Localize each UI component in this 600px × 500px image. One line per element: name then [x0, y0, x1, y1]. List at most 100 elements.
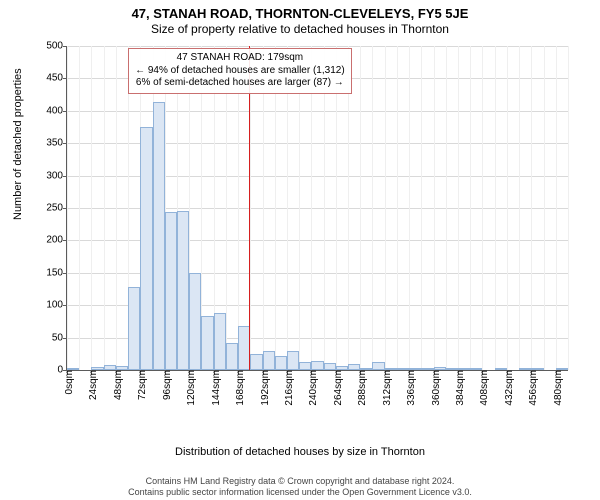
gridline-v [311, 46, 312, 370]
histogram-bar [434, 367, 446, 370]
y-tick-label: 100 [46, 300, 67, 311]
plot-area: 0501001502002503003504004505000sqm24sqm4… [66, 46, 568, 371]
histogram-bar [91, 367, 103, 370]
histogram-bar [214, 313, 226, 370]
reference-line [249, 46, 250, 370]
histogram-bar [421, 368, 433, 370]
y-tick-label: 300 [46, 170, 67, 181]
histogram-bar [275, 356, 287, 370]
chart-subtitle: Size of property relative to detached ho… [0, 22, 600, 36]
gridline-v [104, 46, 105, 370]
gridline-v [482, 46, 483, 370]
histogram-bar [519, 368, 531, 370]
gridline-h [67, 46, 568, 47]
annotation-box: 47 STANAH ROAD: 179sqm ← 94% of detached… [128, 48, 352, 94]
histogram-bar [153, 102, 165, 370]
gridline-v [287, 46, 288, 370]
x-tick-label: 288sqm [352, 370, 368, 406]
x-tick-label: 24sqm [83, 370, 99, 400]
gridline-v [446, 46, 447, 370]
gridline-v [421, 46, 422, 370]
x-tick-label: 456sqm [523, 370, 539, 406]
histogram-bar [336, 366, 348, 370]
gridline-v [495, 46, 496, 370]
x-tick-label: 96sqm [157, 370, 173, 400]
x-tick-label: 120sqm [181, 370, 197, 406]
gridline-v [458, 46, 459, 370]
y-tick-label: 500 [46, 41, 67, 52]
histogram-bar [531, 368, 543, 370]
gridline-v [385, 46, 386, 370]
x-tick-label: 384sqm [450, 370, 466, 406]
gridline-v [226, 46, 227, 370]
y-tick-label: 450 [46, 73, 67, 84]
gridline-h [67, 111, 568, 112]
gridline-v [250, 46, 251, 370]
histogram-bar [324, 363, 336, 370]
y-axis-label: Number of detached properties [12, 68, 24, 220]
histogram-bar [140, 127, 152, 370]
y-tick-label: 350 [46, 138, 67, 149]
histogram-bar [470, 368, 482, 370]
footer-attribution: Contains HM Land Registry data © Crown c… [0, 476, 600, 498]
histogram-bar [385, 368, 397, 370]
histogram-bar [250, 354, 262, 370]
gridline-v [556, 46, 557, 370]
gridline-v [409, 46, 410, 370]
x-tick-label: 312sqm [377, 370, 393, 406]
histogram-bar [287, 351, 299, 370]
histogram-bar [495, 368, 507, 370]
gridline-v [324, 46, 325, 370]
x-tick-label: 336sqm [401, 370, 417, 406]
histogram-bar [177, 211, 189, 370]
gridline-v [507, 46, 508, 370]
x-tick-label: 480sqm [548, 370, 564, 406]
y-tick-label: 400 [46, 105, 67, 116]
histogram-bar [226, 343, 238, 370]
gridline-v [116, 46, 117, 370]
gridline-v [568, 46, 569, 370]
x-tick-label: 72sqm [132, 370, 148, 400]
gridline-v [544, 46, 545, 370]
gridline-v [79, 46, 80, 370]
histogram-bar [348, 364, 360, 370]
y-tick-label: 250 [46, 203, 67, 214]
gridline-v [397, 46, 398, 370]
x-tick-label: 240sqm [303, 370, 319, 406]
footer-line-1: Contains HM Land Registry data © Crown c… [146, 476, 455, 486]
histogram-bar [311, 361, 323, 370]
histogram-bar [104, 365, 116, 370]
histogram-bar [409, 368, 421, 370]
histogram-bar [372, 362, 384, 370]
x-axis-label: Distribution of detached houses by size … [20, 446, 580, 458]
annotation-line-3: 6% of semi-detached houses are larger (8… [136, 77, 344, 88]
x-tick-label: 192sqm [255, 370, 271, 406]
y-tick-label: 50 [52, 332, 67, 343]
x-tick-label: 360sqm [426, 370, 442, 406]
gridline-v [263, 46, 264, 370]
x-tick-label: 432sqm [499, 370, 515, 406]
histogram-bar [458, 368, 470, 370]
x-tick-label: 168sqm [230, 370, 246, 406]
chart-container: Number of detached properties 0501001502… [20, 40, 580, 460]
gridline-v [336, 46, 337, 370]
x-tick-label: 408sqm [474, 370, 490, 406]
gridline-v [67, 46, 68, 370]
gridline-v [275, 46, 276, 370]
gridline-v [372, 46, 373, 370]
histogram-bar [201, 316, 213, 370]
gridline-v [91, 46, 92, 370]
histogram-bar [556, 368, 568, 370]
histogram-bar [128, 287, 140, 370]
histogram-bar [165, 212, 177, 370]
gridline-v [434, 46, 435, 370]
gridline-v [360, 46, 361, 370]
gridline-v [238, 46, 239, 370]
y-tick-label: 150 [46, 267, 67, 278]
gridline-v [299, 46, 300, 370]
y-tick-label: 200 [46, 235, 67, 246]
histogram-bar [189, 273, 201, 370]
histogram-bar [263, 351, 275, 370]
annotation-line-2: ← 94% of detached houses are smaller (1,… [135, 65, 345, 76]
gridline-v [519, 46, 520, 370]
